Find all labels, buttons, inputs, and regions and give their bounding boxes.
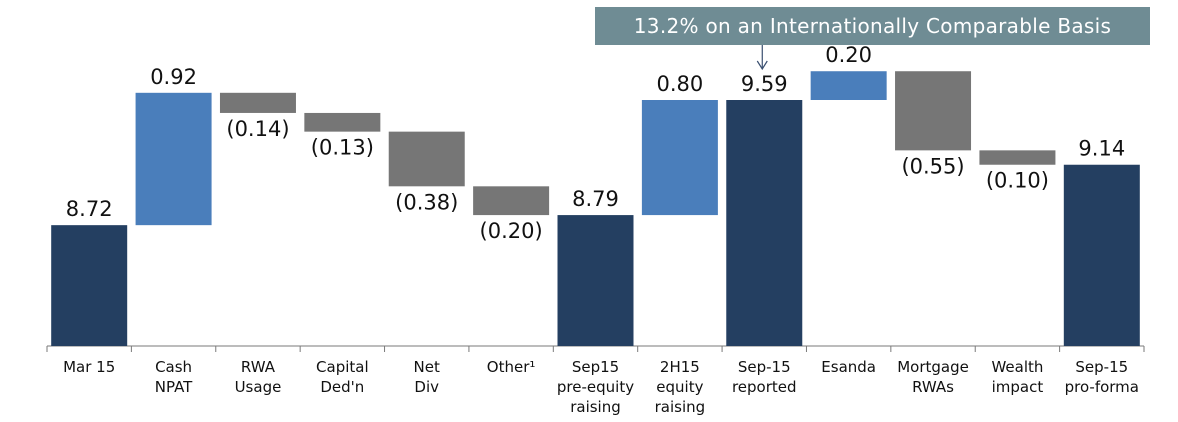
bar-decrease	[473, 186, 550, 216]
bar-decrease	[895, 71, 972, 151]
bar-value-label: (0.55)	[901, 154, 964, 178]
category-label: pre-equity	[557, 378, 634, 396]
bar-decrease	[388, 131, 465, 187]
category-label: pro-forma	[1065, 378, 1139, 396]
bar-value-label: 9.59	[741, 72, 788, 96]
category-label: RWAs	[912, 378, 954, 396]
bar-value-label: (0.38)	[395, 190, 458, 214]
bar-value-label: 9.14	[1078, 137, 1125, 161]
bar-increase	[641, 100, 718, 216]
category-label: Net	[414, 358, 440, 376]
bar-value-label: 8.79	[572, 187, 619, 211]
category-label: Esanda	[821, 358, 876, 376]
category-label: Sep15	[572, 358, 619, 376]
category-label: Sep-15	[1075, 358, 1128, 376]
bar-increase	[135, 92, 212, 226]
bar-increase	[810, 71, 887, 100]
bar-value-label: (0.14)	[226, 117, 289, 141]
category-label: raising	[570, 398, 621, 416]
category-label: Mortgage	[897, 358, 969, 376]
callout-arrow-head-icon	[756, 60, 768, 71]
category-label: Other¹	[487, 358, 536, 376]
category-label: reported	[732, 378, 797, 396]
category-label: Wealth	[991, 358, 1043, 376]
bar-value-label: (0.20)	[480, 219, 543, 243]
category-label: NPAT	[155, 378, 193, 396]
category-label: raising	[655, 398, 706, 416]
bar-value-label: 0.80	[657, 72, 704, 96]
bar-value-label: (0.10)	[986, 169, 1049, 193]
category-label: equity	[656, 378, 703, 396]
chart-annotation-callout: 13.2% on an Internationally Comparable B…	[595, 7, 1150, 45]
category-label: Capital	[316, 358, 369, 376]
bar-total	[1063, 164, 1140, 346]
bar-value-label: 0.20	[825, 43, 872, 67]
category-label: Div	[414, 378, 439, 396]
category-label: Usage	[235, 378, 282, 396]
bar-total	[51, 225, 128, 346]
category-label: Mar 15	[63, 358, 115, 376]
bar-value-label: (0.13)	[311, 136, 374, 160]
bar-decrease	[304, 112, 381, 132]
bar-decrease	[219, 92, 296, 113]
bar-value-label: 0.92	[150, 65, 197, 89]
bar-total	[726, 100, 803, 346]
category-label: impact	[992, 378, 1044, 396]
category-label: 2H15	[660, 358, 700, 376]
bar-decrease	[979, 150, 1056, 165]
bar-total	[557, 215, 634, 346]
category-label: Sep-15	[738, 358, 791, 376]
category-label: Cash	[155, 358, 192, 376]
category-label: RWA	[241, 358, 276, 376]
bar-value-label: 8.72	[66, 197, 113, 221]
category-label: Ded'n	[320, 378, 364, 396]
